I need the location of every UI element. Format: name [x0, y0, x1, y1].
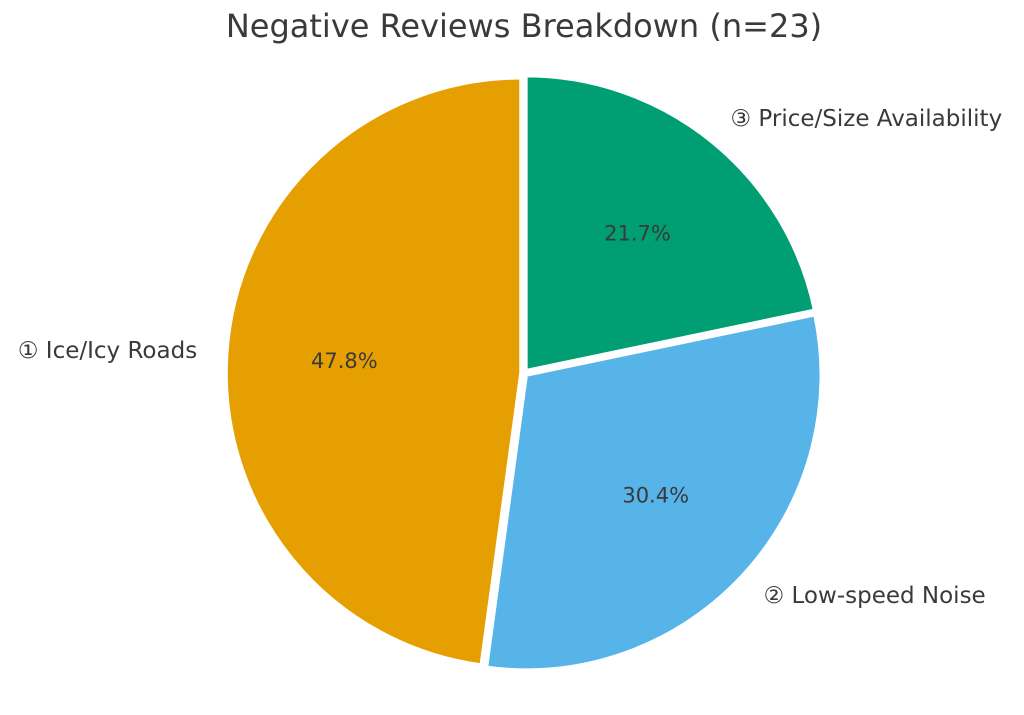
pie-slice-pct-label-0: 21.7% — [604, 221, 671, 245]
pie-slice-category-label-2: ① Ice/Icy Roads — [18, 338, 197, 364]
chart-title: Negative Reviews Breakdown (n=23) — [225, 7, 823, 45]
pie-slice-1 — [484, 312, 823, 672]
pie-slice-pct-label-2: 47.8% — [311, 349, 378, 373]
pie-slice-category-label-0: ③ Price/Size Availability — [731, 106, 1003, 132]
pie-slice-2 — [224, 76, 523, 667]
pie-slice-0 — [524, 73, 817, 373]
pie-slice-category-label-1: ② Low-speed Noise — [764, 583, 986, 609]
pie-slice-pct-label-1: 30.4% — [622, 484, 689, 508]
